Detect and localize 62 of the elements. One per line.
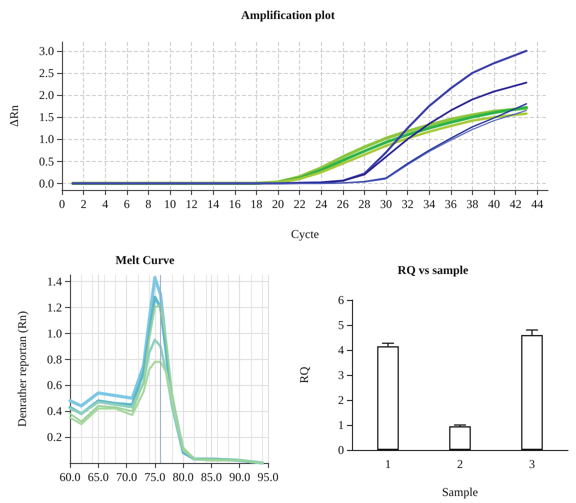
x-axis-title: Sample [442, 485, 478, 499]
y-tick-label: 1.0 [47, 326, 62, 340]
y-axis-title: RQ [297, 366, 311, 384]
x-tick-label: 28 [358, 197, 370, 211]
y-tick-label: 0 [338, 443, 344, 457]
x-tick-label: 12 [186, 197, 198, 211]
x-tick-label: 14 [207, 197, 220, 211]
x-tick-label: 70.0 [116, 470, 138, 484]
x-tick-label: 44 [531, 197, 544, 211]
x-tick-label: 40 [488, 197, 500, 211]
x-tick-label: 42 [510, 197, 522, 211]
y-tick-label: 0.5 [39, 154, 54, 168]
x-tick-label: 3 [529, 457, 535, 471]
y-tick-label: 2 [338, 393, 344, 407]
x-tick-label: 75.0 [144, 470, 166, 484]
x-axis-title: Cycte [291, 227, 319, 241]
y-tick-label: 4 [338, 343, 344, 357]
y-axis-title: ΔRn [7, 105, 21, 127]
x-tick-label: 8 [145, 197, 152, 211]
y-tick-label: 1 [338, 418, 344, 432]
x-tick-label: 34 [423, 197, 436, 211]
x-tick-label: 60.0 [60, 470, 80, 484]
y-tick-label: 0.6 [47, 378, 62, 392]
x-tick-label: 36 [444, 197, 457, 211]
y-tick-label: 0.2 [47, 430, 62, 444]
y-tick-label: 0.8 [47, 352, 62, 366]
y-axis-title: Denrather reportan (Rn) [15, 311, 29, 427]
y-tick-label: 1.5 [39, 110, 54, 124]
x-tick-label: 65.0 [88, 470, 109, 484]
x-tick-label: 26 [336, 197, 349, 211]
y-tick-label: 1.2 [47, 300, 62, 314]
x-tick-label: 4 [102, 197, 108, 211]
chart-title: Amplification plot [241, 8, 335, 22]
x-tick-label: 20 [272, 197, 284, 211]
x-tick-label: 30 [380, 197, 392, 211]
y-tick-label: 5 [338, 318, 344, 332]
y-tick-label: 3.0 [39, 44, 54, 58]
x-tick-label: 2 [80, 197, 87, 211]
chart-title: RQ vs sample [398, 263, 470, 277]
x-tick-label: 80.0 [172, 470, 194, 484]
y-tick-label: 3 [338, 368, 344, 382]
y-tick-label: 6 [338, 293, 344, 307]
y-tick-label: 0.0 [39, 176, 54, 190]
chart-title: Melt Curve [116, 253, 176, 267]
x-tick-label: 22 [294, 197, 306, 211]
x-tick-label: 18 [250, 197, 262, 211]
x-tick-label: 95.0 [258, 470, 278, 484]
x-tick-label: 32 [402, 197, 414, 211]
y-tick-label: 0.4 [47, 404, 62, 418]
y-tick-label: 1.4 [47, 274, 62, 288]
x-tick-label: 2 [457, 457, 463, 471]
x-tick-label: 16 [228, 197, 241, 211]
x-tick-label: 10 [164, 197, 176, 211]
x-tick-label: 90.0 [229, 470, 250, 484]
y-tick-label: 1.0 [39, 132, 54, 146]
x-tick-label: 24 [315, 197, 328, 211]
y-tick-label: 2.0 [39, 88, 54, 102]
y-tick-label: 2.5 [39, 66, 54, 80]
x-tick-label: 38 [466, 197, 478, 211]
x-tick-label: 85.0 [200, 470, 222, 484]
x-tick-label: 1 [385, 457, 391, 471]
x-tick-label: 6 [124, 197, 130, 211]
